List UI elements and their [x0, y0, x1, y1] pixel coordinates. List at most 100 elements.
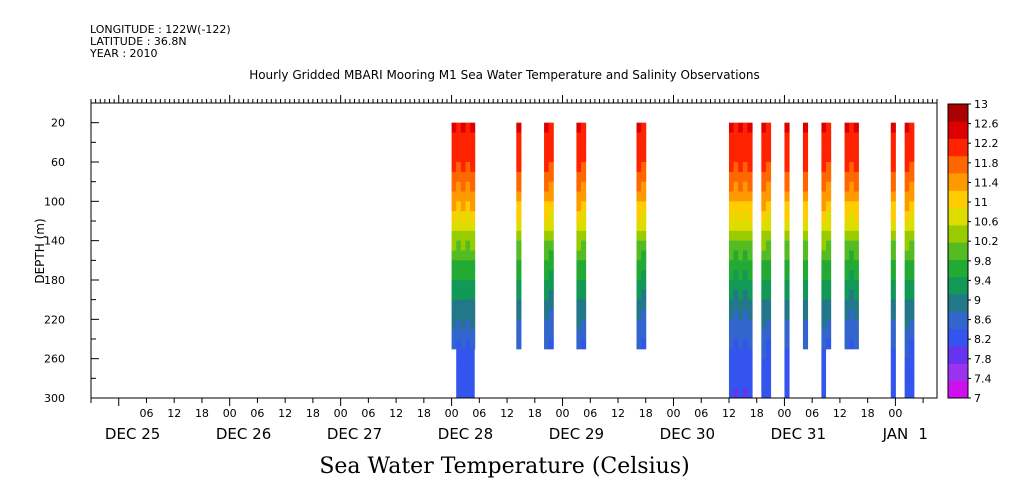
colorbar-label: 9.8: [974, 255, 992, 268]
heatmap-cell: [460, 171, 466, 183]
heatmap-cell: [733, 348, 739, 360]
heatmap-cell: [548, 250, 554, 261]
heatmap-cell: [844, 289, 850, 301]
heatmap-cell: [576, 142, 582, 153]
heatmap-cell: [641, 240, 647, 251]
heatmap-cell: [548, 339, 554, 350]
heatmap-cell: [761, 221, 767, 232]
heatmap-cell: [733, 122, 739, 133]
heatmap-cell: [544, 230, 550, 242]
heatmap-cell: [849, 299, 855, 310]
heatmap-cell: [548, 221, 554, 232]
heatmap-cell: [470, 329, 476, 340]
heatmap-cell: [544, 289, 550, 301]
x-tick-label: 00: [888, 407, 902, 420]
heatmap-cell: [890, 162, 896, 173]
heatmap-cell: [516, 171, 522, 183]
heatmap-cell: [853, 339, 859, 350]
longitude-label: LONGITUDE : 122W(-122): [90, 23, 231, 36]
heatmap-cell: [576, 260, 582, 271]
heatmap-cell: [742, 132, 748, 143]
heatmap-cell: [844, 329, 850, 340]
heatmap-cell: [641, 250, 647, 261]
heatmap-cell: [747, 329, 753, 340]
heatmap-cell: [904, 181, 910, 192]
heatmap-cell: [465, 339, 471, 350]
heatmap-cell: [821, 230, 827, 242]
heatmap-cell: [761, 122, 767, 133]
heatmap-cell: [516, 289, 522, 301]
heatmap-cell: [765, 299, 772, 310]
heatmap-cell: [849, 339, 855, 350]
heatmap-cell: [904, 358, 910, 369]
heatmap-cell: [728, 181, 735, 192]
heatmap-cell: [581, 171, 587, 183]
heatmap-cell: [742, 358, 748, 369]
heatmap-cell: [738, 329, 744, 340]
heatmap-cell: [904, 388, 910, 399]
colorbar-swatch: [948, 207, 968, 226]
heatmap-cell: [802, 319, 809, 330]
heatmap-cell: [747, 181, 753, 192]
heatmap-cell: [738, 280, 744, 291]
heatmap-cell: [904, 309, 910, 320]
heatmap-cell: [728, 122, 735, 133]
colorbar-swatch: [948, 173, 968, 191]
heatmap-cell: [581, 201, 587, 212]
heatmap-cell: [728, 171, 735, 183]
heatmap-cell: [844, 211, 850, 222]
x-tick-label: 12: [722, 407, 736, 420]
heatmap-cell: [904, 289, 910, 301]
heatmap-cell: [738, 201, 744, 212]
heatmap-cell: [890, 201, 896, 212]
heatmap-cell: [465, 162, 471, 173]
heatmap-cell: [581, 250, 587, 261]
heatmap-cell: [821, 152, 827, 163]
heatmap-cell: [826, 289, 832, 301]
heatmap-cell: [765, 191, 772, 202]
heatmap-cell: [761, 339, 767, 350]
heatmap-cell: [451, 309, 457, 320]
data-segment: [802, 122, 809, 350]
heatmap-cell: [738, 289, 744, 301]
heatmap-cell: [544, 299, 550, 310]
heatmap-cell: [465, 221, 471, 232]
heatmap-cell: [456, 122, 462, 133]
heatmap-cell: [576, 201, 582, 212]
heatmap-cell: [821, 211, 827, 222]
heatmap-cell: [904, 152, 910, 163]
heatmap-cell: [784, 171, 790, 183]
heatmap-cell: [844, 162, 850, 173]
heatmap-cell: [909, 171, 915, 183]
heatmap-cell: [784, 211, 790, 222]
heatmap-cell: [456, 221, 462, 232]
colorbar-swatch: [948, 328, 968, 347]
data-segment: [728, 122, 753, 399]
heatmap-cell: [849, 240, 855, 251]
heatmap-cell: [728, 221, 735, 232]
heatmap-cell: [456, 132, 462, 143]
colorbar-swatch: [948, 104, 968, 122]
heatmap-cell: [853, 122, 859, 133]
heatmap-cell: [728, 319, 735, 330]
heatmap-cell: [636, 152, 642, 163]
heatmap-cell: [821, 240, 827, 251]
heatmap-cell: [548, 132, 554, 143]
heatmap-cell: [733, 358, 739, 369]
heatmap-cell: [904, 142, 910, 153]
heatmap-cell: [728, 368, 735, 379]
heatmap-cell: [904, 250, 910, 261]
heatmap-cell: [636, 122, 642, 133]
heatmap-cell: [747, 142, 753, 153]
heatmap-cell: [456, 339, 462, 350]
x-tick-label: 18: [861, 407, 875, 420]
heatmap-cell: [516, 240, 522, 251]
heatmap-cell: [821, 122, 827, 133]
data-segment: [904, 122, 915, 399]
year-label: YEAR : 2010: [90, 47, 158, 60]
x-tick-label: 06: [805, 407, 819, 420]
heatmap-cell: [636, 221, 642, 232]
heatmap-cell: [904, 368, 910, 379]
heatmap-cell: [636, 191, 642, 202]
